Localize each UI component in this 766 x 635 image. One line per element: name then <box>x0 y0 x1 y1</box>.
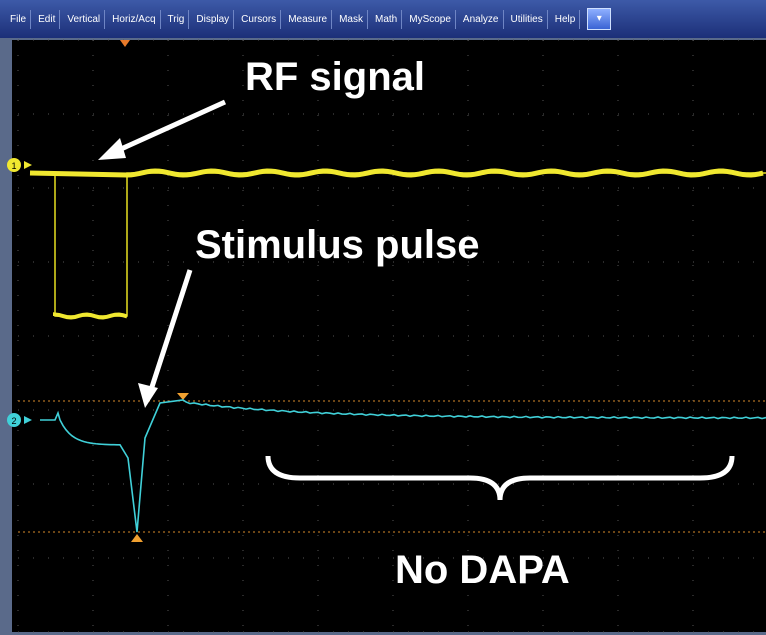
cursor-marker <box>131 534 143 542</box>
channel-2-badge <box>7 413 21 427</box>
display-area <box>12 40 766 632</box>
menu-item[interactable]: Utilities <box>507 9 548 29</box>
menu-item[interactable]: Display <box>192 9 235 29</box>
menu-item[interactable]: Measure <box>284 9 333 29</box>
menu-item[interactable]: MyScope <box>405 9 456 29</box>
menu-item[interactable]: Horiz/Acq <box>108 9 161 29</box>
channel-2-trace <box>40 399 766 533</box>
channel-1-trace <box>53 312 128 320</box>
annotation: Stimulus pulse <box>195 223 480 267</box>
menu-item[interactable]: Help <box>551 9 581 29</box>
menu-item[interactable]: Math <box>371 9 403 29</box>
arrow <box>147 269 193 394</box>
scope-screen: 1 2 RF signal Stimulus pulse No DAPA <box>0 38 766 635</box>
menu-item[interactable]: Mask <box>335 9 368 29</box>
menu-bar: File Edit Vertical Horiz/Acq Trig Display Curs… <box>0 0 766 38</box>
channel-1-label: 1 <box>11 161 16 171</box>
channel-1-trace <box>29 168 764 178</box>
annotation: RF signal <box>245 55 425 99</box>
channel-2-arrow <box>24 416 32 424</box>
menu-item[interactable]: Analyze <box>459 9 504 29</box>
dropdown-button[interactable]: ▾ <box>587 8 612 30</box>
annotation: No DAPA <box>395 548 570 592</box>
menu-item[interactable]: Trig <box>164 9 190 29</box>
menu-item[interactable]: Vertical <box>63 9 106 29</box>
brace <box>265 455 735 501</box>
channel-2-label: 2 <box>11 416 16 426</box>
menu-item[interactable]: Cursors <box>237 9 282 29</box>
arrowhead <box>138 383 158 408</box>
channel-1-badge <box>7 158 21 172</box>
cursor-marker <box>177 393 189 400</box>
menu-item[interactable]: Edit <box>34 9 61 29</box>
trigger-marker <box>120 40 130 47</box>
arrow <box>108 99 227 157</box>
channel-1-arrow <box>24 161 32 169</box>
menu-item[interactable]: File <box>6 9 32 29</box>
arrowhead <box>98 138 126 160</box>
